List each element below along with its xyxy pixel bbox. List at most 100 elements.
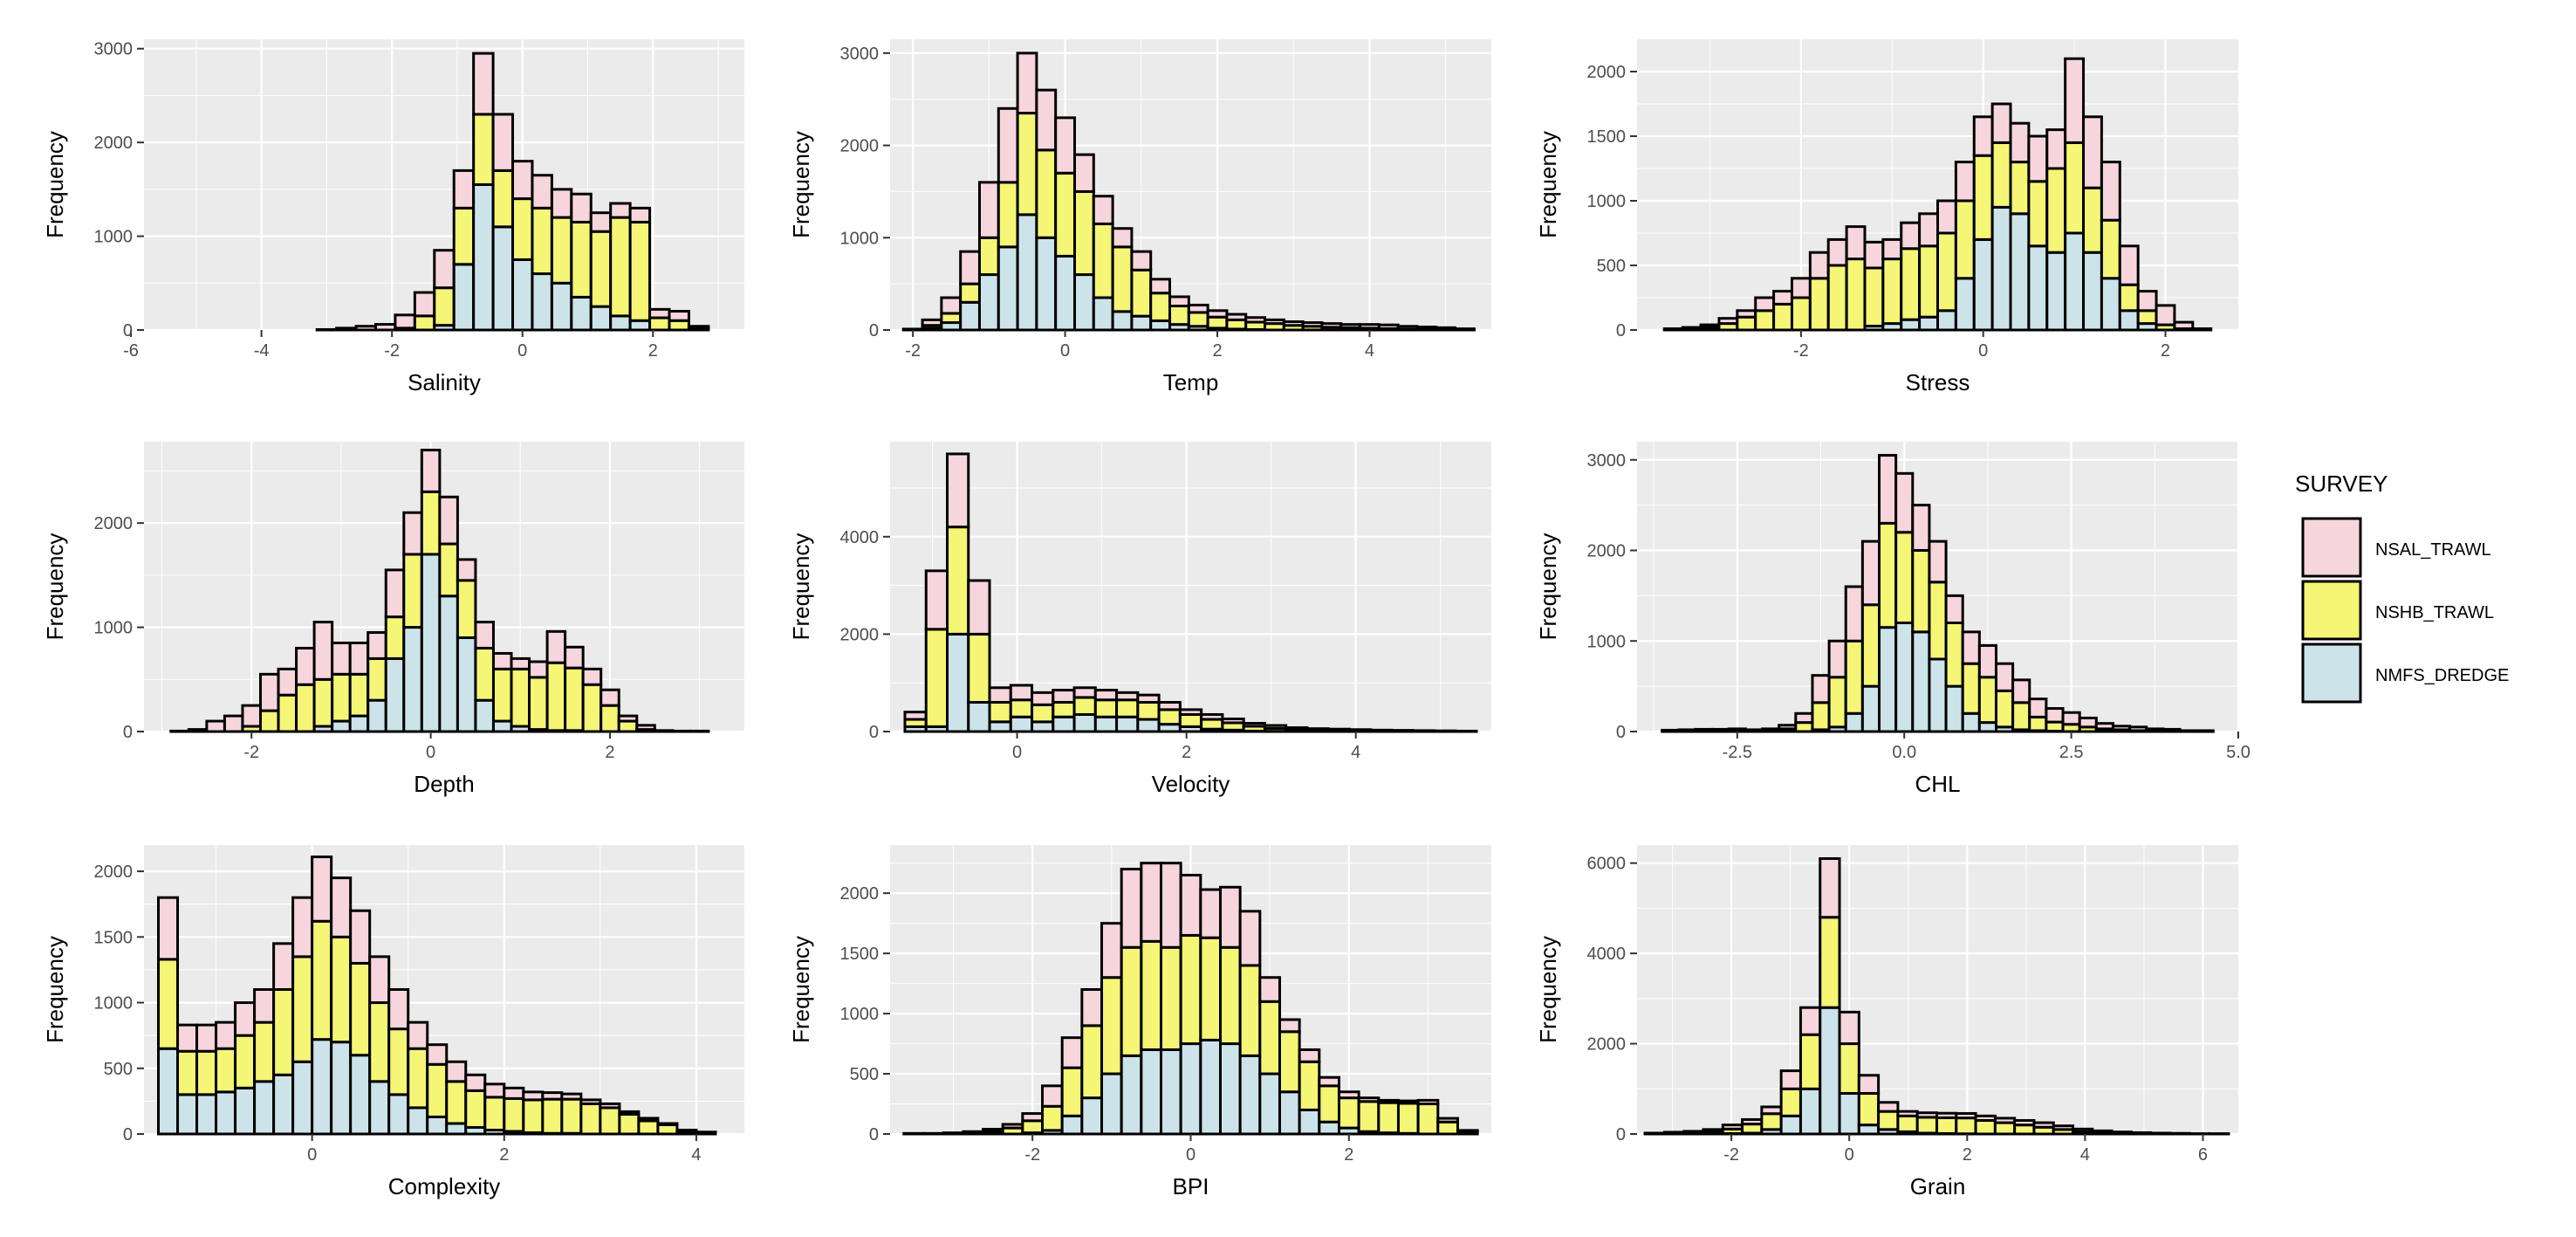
bar-nsal-trawl [1702,1128,1724,1133]
bar-nsal-trawl [1326,727,1351,732]
bar-nsal-trawl [456,558,477,582]
bar-nsal-trawl [368,955,391,1005]
bar-nmfs-dredge [176,1093,199,1136]
bar-nshb-trawl [387,1027,410,1096]
bar-nsal-trawl [997,107,1019,184]
bar-nsal-trawl [1120,868,1143,949]
bar-nshb-trawl [1845,258,1867,332]
y-tick-label: 2000 [840,137,880,156]
bar-nsal-trawl [2009,121,2031,164]
bar-nsal-trawl [2061,711,2081,726]
bar-nshb-trawl [541,1097,564,1135]
bar-nmfs-dredge [1072,712,1097,733]
y-tick-label: 1000 [840,1005,880,1024]
bar-nshb-trawl [1179,933,1202,1046]
x-tick-label: 2 [1182,743,1191,762]
bar-nsal-trawl [982,1127,1004,1133]
bar-nshb-trawl [349,961,372,1057]
bar-nsal-trawl [1994,662,2015,692]
bar-nmfs-dredge [157,1047,180,1136]
bar-nsal-trawl [2168,1131,2191,1136]
bar-nsal-trawl [599,688,620,707]
bar-nshb-trawl [1974,1118,1997,1136]
bar-nmfs-dredge [1111,310,1134,332]
bar-nmfs-dredge [1972,237,1994,332]
y-tick-label: 4000 [840,528,880,547]
bar-nmfs-dredge [1857,1124,1881,1136]
bar-nsal-trawl [1860,539,1881,607]
bar-nsal-trawl [241,704,262,728]
bar-nsal-trawl [205,719,226,733]
bar-nsal-trawl [689,729,710,733]
y-axis-title: Frequency [788,936,814,1043]
bar-nshb-trawl [988,701,1012,724]
bar-nsal-trawl [1936,199,1957,235]
bar-nshb-trawl [1258,1000,1281,1076]
x-tick-label: 0 [307,1145,317,1165]
bar-nsal-trawl [1187,303,1209,314]
bar-nmfs-dredge [977,273,1000,332]
y-tick-label: 0 [123,1125,133,1144]
y-tick-label: 0 [123,321,133,340]
bar-nsal-trawl [1736,309,1757,319]
bar-nsal-trawl [528,660,549,679]
bar-nsal-trawl [2078,716,2098,729]
y-axis-title: Frequency [1535,533,1561,641]
bar-nshb-trawl [959,282,981,304]
bar-nsal-trawl [921,318,943,327]
bar-nsal-trawl [1935,1111,1958,1119]
bar-nsal-trawl [1819,857,1841,919]
bar-nsal-trawl [1035,88,1058,152]
bar-nshb-trawl [1225,318,1248,331]
bar-nsal-trawl [2111,725,2132,732]
bar-nsal-trawl [195,1023,218,1053]
bar-nshb-trawl [1054,171,1076,258]
bar-nsal-trawl [1432,729,1457,733]
bar-nmfs-dredge [234,1086,257,1136]
bar-nsal-trawl [1377,323,1400,330]
bar-nshb-trawl [1337,1096,1360,1130]
bar-nshb-trawl [2136,309,2158,326]
bar-nsal-trawl [1278,1018,1301,1034]
panel-salinity: -6 -4 -2 0 2 0 1000 2000 3000 Salinity Frequency [42,39,744,395]
bar-nmfs-dredge [1093,715,1119,733]
bar-nsal-trawl [1741,1117,1764,1126]
bar-nshb-trawl [668,319,690,332]
x-tick-label: 0 [426,743,435,762]
bar-nsal-trawl [2178,729,2198,733]
bar-nsal-trawl [687,325,710,330]
bar-nsal-trawl [1944,594,1964,624]
x-tick-label: -2.5 [1723,743,1752,762]
bar-nmfs-dredge [311,1038,333,1136]
bar-nshb-trawl [2009,161,2031,216]
bar-nshb-trawl [967,632,991,704]
bar-nmfs-dredge [402,626,423,733]
bar-nsal-trawl [1760,1105,1783,1116]
bar-nmfs-dredge [1092,296,1114,332]
bar-nsal-trawl [445,1060,468,1083]
bar-nshb-trawl [368,1001,391,1083]
x-axis-title: Velocity [1152,771,1230,797]
bar-nmfs-dredge [988,720,1012,733]
bar-nshb-trawl [1157,708,1182,726]
legend-title: SURVEY [2295,471,2388,497]
bar-nsal-trawl [656,1122,679,1126]
bar-nmfs-dredge [349,1054,372,1136]
bar-nsal-trawl [272,942,295,992]
bar-nsal-trawl [609,202,632,219]
bar-nsal-trawl [472,52,495,116]
bar-nsal-trawl [1016,52,1038,115]
legend-item-nshb-trawl: NSHB_TRAWL [2301,580,2494,641]
bar-nsal-trawl [1838,1010,1860,1046]
legend-key-nmfs-dredge [2301,643,2362,704]
bar-nshb-trawl [1972,154,1994,241]
bar-nshb-trawl [491,667,513,723]
bar-nshb-trawl [1052,701,1076,718]
x-tick-label: 2 [1344,1145,1353,1165]
bar-nmfs-dredge [1894,622,1915,733]
bar-nsal-trawl [1993,1117,2017,1124]
bar-nsal-trawl [628,206,652,223]
bar-nsal-trawl [531,174,553,210]
